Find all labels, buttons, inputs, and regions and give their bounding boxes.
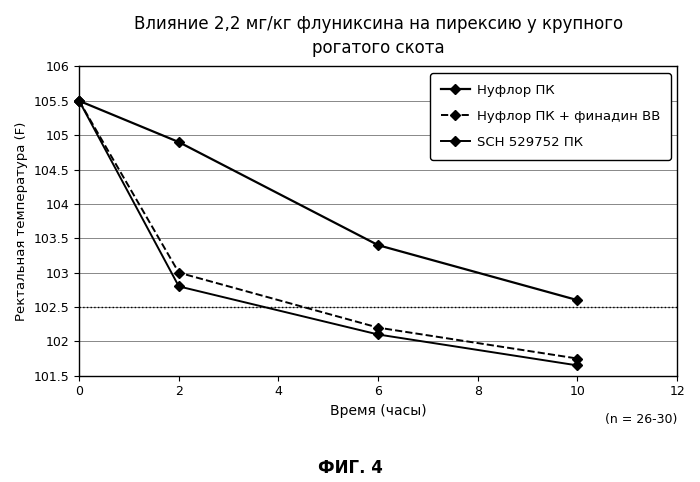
Нуфлор ПК — [75, 98, 83, 104]
Нуфлор ПК + финадин ВВ — [174, 270, 183, 276]
Title: Влияние 2,2 мг/кг флуниксина на пирексию у крупного
рогатого скота: Влияние 2,2 мг/кг флуниксина на пирексию… — [134, 15, 623, 56]
Нуфлор ПК — [174, 139, 183, 145]
Text: ФИГ. 4: ФИГ. 4 — [318, 459, 382, 477]
Line: Нуфлор ПК: Нуфлор ПК — [76, 97, 581, 304]
Нуфлор ПК + финадин ВВ — [75, 98, 83, 104]
Line: Нуфлор ПК + финадин ВВ: Нуфлор ПК + финадин ВВ — [76, 97, 581, 362]
Нуфлор ПК — [374, 242, 382, 248]
SCH 529752 ПК — [174, 283, 183, 289]
Legend: Нуфлор ПК, Нуфлор ПК + финадин ВВ, SCH 529752 ПК: Нуфлор ПК, Нуфлор ПК + финадин ВВ, SCH 5… — [430, 73, 671, 160]
Text: (n = 26-30): (n = 26-30) — [605, 413, 677, 426]
SCH 529752 ПК — [75, 98, 83, 104]
Нуфлор ПК + финадин ВВ — [374, 325, 382, 331]
Y-axis label: Ректальная температура (F): Ректальная температура (F) — [15, 121, 28, 321]
X-axis label: Время (часы): Время (часы) — [330, 404, 426, 418]
Нуфлор ПК + финадин ВВ — [573, 356, 582, 362]
Нуфлор ПК — [573, 297, 582, 303]
SCH 529752 ПК — [374, 332, 382, 337]
SCH 529752 ПК — [573, 362, 582, 368]
Line: SCH 529752 ПК: SCH 529752 ПК — [76, 97, 581, 369]
